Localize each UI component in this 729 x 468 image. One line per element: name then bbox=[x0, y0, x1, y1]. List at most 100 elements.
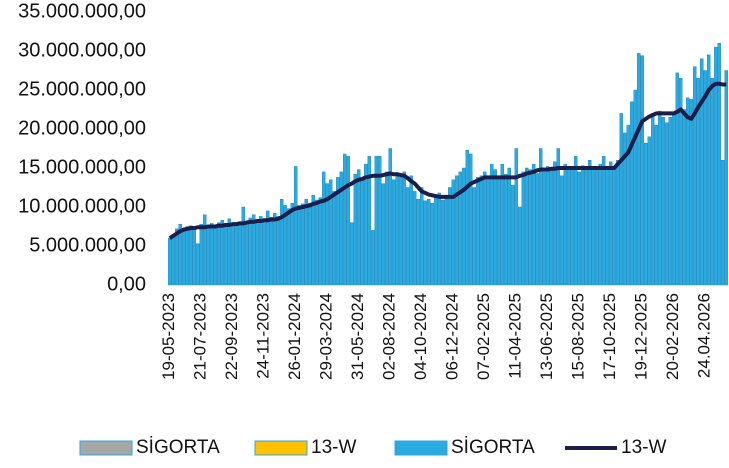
bar bbox=[252, 214, 256, 286]
bar bbox=[535, 173, 539, 286]
bar bbox=[276, 216, 280, 286]
bar bbox=[364, 163, 368, 286]
bar bbox=[682, 109, 686, 286]
y-tick-label: 0,00 bbox=[107, 273, 146, 295]
bar bbox=[584, 169, 588, 286]
bar bbox=[392, 179, 396, 286]
bar bbox=[472, 187, 476, 286]
bar bbox=[430, 202, 434, 286]
bar bbox=[640, 55, 644, 286]
bar bbox=[647, 136, 651, 286]
bar bbox=[413, 191, 417, 286]
x-tick-label: 02-08-2024 bbox=[380, 293, 399, 380]
bar bbox=[619, 113, 623, 286]
x-tick-label: 26-01-2024 bbox=[285, 293, 304, 380]
y-tick-label: 35.000.000,00 bbox=[18, 0, 146, 22]
bar bbox=[287, 208, 291, 286]
bar bbox=[539, 148, 543, 286]
bar bbox=[668, 117, 672, 286]
bar bbox=[483, 171, 487, 286]
bar bbox=[549, 169, 553, 286]
bar bbox=[367, 156, 371, 286]
bar bbox=[598, 163, 602, 286]
bar bbox=[591, 166, 595, 286]
bar bbox=[616, 159, 620, 286]
bar bbox=[280, 198, 284, 286]
bar bbox=[710, 78, 714, 286]
bar bbox=[605, 167, 609, 286]
bar bbox=[427, 198, 431, 286]
bar bbox=[248, 217, 252, 286]
bar bbox=[458, 171, 462, 286]
x-tick-label: 24.04.2026 bbox=[695, 293, 714, 378]
bar bbox=[626, 124, 630, 286]
bar bbox=[234, 223, 238, 286]
bar bbox=[518, 206, 522, 286]
legend-swatch bbox=[79, 440, 133, 456]
bar bbox=[171, 234, 175, 286]
bar bbox=[395, 174, 399, 286]
bar bbox=[402, 171, 406, 286]
bar bbox=[322, 171, 326, 286]
bar bbox=[381, 183, 385, 286]
bar bbox=[206, 225, 210, 286]
bar bbox=[308, 202, 312, 286]
x-tick-label: 15-08-2025 bbox=[569, 293, 588, 380]
bar bbox=[637, 53, 641, 286]
bar bbox=[714, 46, 718, 286]
bar bbox=[707, 54, 711, 286]
bar bbox=[353, 174, 357, 286]
y-tick-label: 10.000.000,00 bbox=[18, 195, 146, 217]
bar bbox=[651, 114, 655, 286]
bar bbox=[476, 177, 480, 286]
x-tick-label: 13-06-2025 bbox=[537, 293, 556, 380]
bar bbox=[703, 70, 707, 286]
bar bbox=[294, 166, 298, 286]
bar bbox=[434, 195, 438, 286]
bar bbox=[189, 225, 193, 286]
bar bbox=[196, 243, 200, 286]
bar bbox=[203, 214, 207, 286]
bar bbox=[168, 237, 172, 286]
legend-label: SİGORTA bbox=[451, 437, 535, 458]
bar bbox=[388, 148, 392, 286]
bar bbox=[262, 218, 266, 286]
bar bbox=[213, 224, 217, 286]
bar bbox=[220, 220, 224, 286]
bar bbox=[343, 153, 347, 286]
bar bbox=[231, 222, 235, 286]
bar bbox=[259, 216, 263, 286]
bar bbox=[192, 227, 196, 286]
bar bbox=[693, 66, 697, 286]
bar bbox=[658, 110, 662, 286]
bar bbox=[406, 187, 410, 286]
x-tick-label: 21-07-2023 bbox=[191, 293, 210, 380]
bar bbox=[304, 198, 308, 286]
bar bbox=[689, 99, 693, 286]
bar bbox=[486, 179, 490, 286]
legend-swatch bbox=[254, 440, 308, 456]
x-tick-label: 24-11-2023 bbox=[254, 293, 273, 379]
y-tick-label: 5.000.000,00 bbox=[29, 234, 146, 256]
bar bbox=[423, 200, 427, 286]
bar bbox=[409, 175, 413, 286]
bar bbox=[665, 122, 669, 286]
bar bbox=[490, 163, 494, 286]
bar bbox=[339, 171, 343, 286]
bar bbox=[679, 78, 683, 286]
bar bbox=[332, 191, 336, 286]
bar bbox=[675, 72, 679, 286]
bar bbox=[301, 203, 305, 286]
legend-label: SİGORTA bbox=[136, 437, 220, 458]
bar bbox=[297, 205, 301, 286]
bar bbox=[724, 70, 728, 286]
bar bbox=[528, 169, 532, 286]
bar bbox=[437, 192, 441, 286]
x-tick-label: 06-12-2024 bbox=[443, 293, 462, 380]
bar bbox=[504, 174, 508, 286]
bar bbox=[255, 219, 259, 286]
bar bbox=[241, 206, 245, 286]
x-tick-label: 04-10-2024 bbox=[411, 293, 430, 380]
bar bbox=[633, 89, 637, 286]
bar bbox=[420, 187, 424, 286]
